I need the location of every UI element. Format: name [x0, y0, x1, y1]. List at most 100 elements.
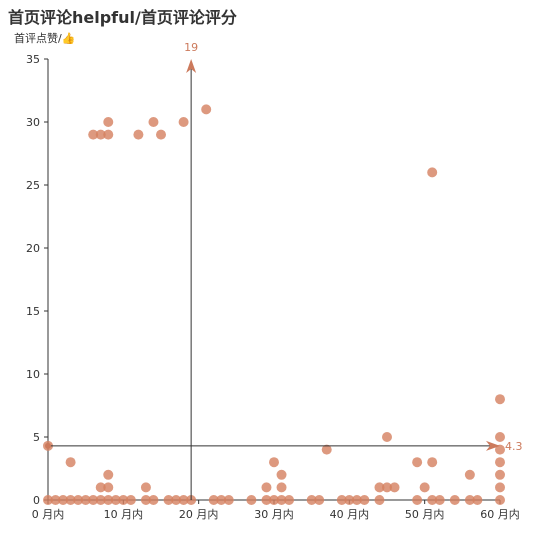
data-point [133, 129, 144, 140]
data-point [163, 495, 174, 505]
data-point [95, 482, 106, 493]
data-point [495, 469, 505, 480]
data-point [427, 495, 438, 505]
data-point [412, 495, 423, 505]
data-point [88, 495, 99, 505]
data-point [382, 432, 392, 442]
data-point [178, 495, 189, 505]
markline-x-label: 19 [184, 41, 198, 54]
data-point [103, 482, 114, 493]
data-point [110, 495, 121, 505]
y-tick-label: 25 [26, 179, 40, 192]
data-point [261, 495, 272, 505]
y-tick-label: 0 [33, 494, 40, 507]
data-point [103, 495, 114, 505]
x-tick-label: 20 月内 [179, 507, 219, 521]
mark-lines: 194.3 [45, 41, 523, 500]
data-point [495, 457, 505, 468]
data-point [140, 495, 151, 505]
data-point [103, 469, 114, 480]
data-point [103, 129, 114, 140]
data-point [284, 495, 295, 505]
x-tick-label: 0 月内 [32, 507, 65, 521]
markline-y-arrow [486, 440, 500, 451]
x-tick-label: 60 月内 [480, 507, 520, 521]
data-point [73, 495, 84, 505]
markline-y-start [45, 442, 51, 449]
data-point [148, 117, 159, 127]
data-point [103, 117, 114, 127]
data-point [434, 495, 445, 505]
data-point [216, 495, 227, 505]
data-points [43, 104, 505, 505]
y-tick-label: 15 [26, 305, 40, 318]
data-point [246, 495, 257, 505]
data-point [374, 495, 385, 505]
data-point [140, 482, 151, 493]
data-point [495, 444, 505, 455]
data-point [65, 495, 76, 505]
data-point [201, 104, 212, 115]
y-tick-label: 30 [26, 116, 40, 129]
data-point [374, 482, 385, 493]
data-point [321, 444, 332, 455]
data-point [269, 457, 279, 468]
data-point [419, 482, 430, 493]
data-point [389, 482, 400, 493]
data-point [495, 495, 505, 505]
x-tick-label: 40 月内 [330, 507, 370, 521]
data-point [412, 457, 423, 468]
data-point [336, 495, 347, 505]
tick-labels: 0 5 10 15 20 25 30 35 0 月内 10 月内 20 月内 30 月内 40 月内 50… [26, 53, 520, 521]
x-tick-label: 10 月内 [104, 507, 144, 521]
data-point [314, 495, 325, 505]
data-point [427, 457, 438, 468]
data-point [80, 495, 91, 505]
data-point [306, 495, 317, 505]
data-point [43, 495, 53, 505]
y-tick-label: 35 [26, 53, 40, 66]
data-point [495, 482, 505, 493]
data-point [269, 495, 279, 505]
data-point [65, 457, 76, 468]
data-point [208, 495, 219, 505]
data-point [261, 482, 272, 493]
data-point [276, 469, 287, 480]
y-tick-label: 5 [33, 431, 40, 444]
data-point [125, 495, 136, 505]
data-point [171, 495, 182, 505]
x-tick-label: 50 月内 [405, 507, 445, 521]
data-point [449, 495, 460, 505]
data-point [276, 495, 287, 505]
data-point [223, 495, 234, 505]
x-tick-label: 30 月内 [254, 507, 294, 521]
data-point [58, 495, 69, 505]
data-point [156, 129, 166, 140]
data-point [118, 495, 129, 505]
y-tick-label: 20 [26, 242, 40, 255]
data-point [50, 495, 61, 505]
data-point [344, 495, 355, 505]
data-point [351, 495, 362, 505]
y-axis-label: 首评点赞/👍 [14, 31, 75, 45]
data-point [276, 482, 287, 493]
data-point [95, 129, 106, 140]
data-point [88, 129, 99, 140]
markline-x-arrow [186, 59, 197, 73]
data-point [382, 482, 392, 493]
data-point [359, 495, 370, 505]
chart-title: 首页评论helpful/首页评论评分 [8, 8, 237, 27]
data-point [472, 495, 483, 505]
data-point [178, 117, 189, 127]
axes [44, 58, 501, 504]
data-point [95, 495, 106, 505]
data-point [464, 469, 475, 480]
data-point [495, 394, 505, 405]
data-point [495, 432, 505, 442]
data-point [148, 495, 159, 505]
data-point [464, 495, 475, 505]
data-point [427, 167, 438, 178]
markline-y-label: 4.3 [505, 440, 523, 453]
y-tick-label: 10 [26, 368, 40, 381]
